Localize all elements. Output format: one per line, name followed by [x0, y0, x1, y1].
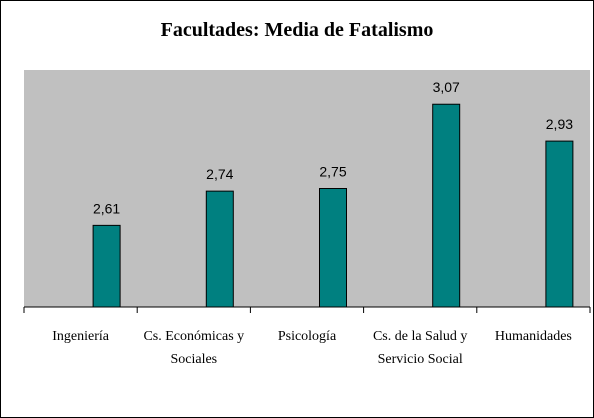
value-label: 2,74 [206, 166, 233, 182]
x-tick-label: Cs. de la Salud y Servicio Social [372, 329, 468, 367]
x-tick-label: Humanidades [494, 329, 572, 344]
bar [205, 190, 234, 308]
x-tick-label: Ingeniería [52, 329, 109, 344]
value-label: 3,07 [433, 79, 460, 95]
value-label: 2,75 [319, 164, 346, 180]
bar [92, 224, 121, 308]
chart-title: Facultades: Media de Fatalismo [161, 19, 434, 41]
x-tick-label: Cs. Económicas y Sociales [143, 329, 245, 367]
bar [432, 103, 461, 308]
value-label: 2,61 [93, 200, 120, 216]
value-label: 2,93 [546, 116, 573, 132]
x-tick-label: Psicología [277, 329, 337, 344]
bar [545, 140, 574, 308]
bar [319, 188, 347, 308]
